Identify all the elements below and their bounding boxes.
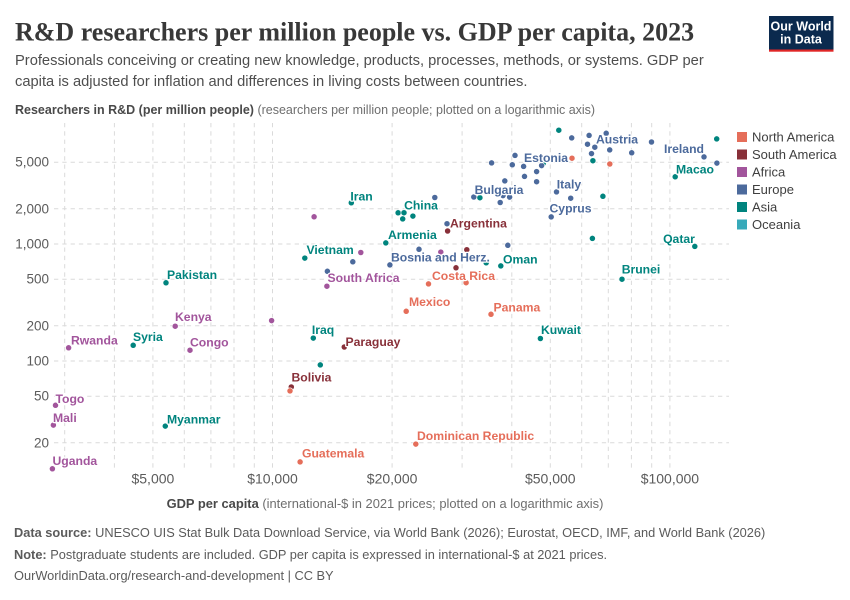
svg-text:Brunei: Brunei	[622, 262, 661, 276]
svg-text:Costa Rica: Costa Rica	[432, 269, 495, 283]
svg-text:Panama: Panama	[494, 300, 541, 314]
svg-text:Armenia: Armenia	[388, 228, 437, 242]
svg-text:Professionals conceiving or cr: Professionals conceiving or creating new…	[15, 53, 704, 69]
svg-text:$10,000: $10,000	[247, 471, 298, 487]
svg-text:$5,000: $5,000	[131, 471, 174, 487]
svg-text:North America: North America	[752, 130, 835, 145]
svg-text:China: China	[404, 198, 438, 212]
svg-text:GDP per capita (international-: GDP per capita (international-$ in 2021 …	[167, 496, 604, 511]
svg-text:Oceania: Oceania	[752, 217, 801, 232]
svg-text:Argentina: Argentina	[450, 216, 507, 230]
svg-text:Rwanda: Rwanda	[71, 333, 118, 347]
svg-text:Bolivia: Bolivia	[292, 370, 332, 384]
svg-text:Note: Postgraduate students ar: Note: Postgraduate students are included…	[14, 547, 607, 562]
svg-text:capita is adjusted for inflati: capita is adjusted for inflation and dif…	[15, 74, 527, 90]
svg-text:Togo: Togo	[56, 392, 85, 406]
svg-text:100: 100	[26, 354, 49, 369]
svg-text:Estonia: Estonia	[524, 151, 568, 165]
svg-text:Pakistan: Pakistan	[167, 268, 217, 282]
svg-text:Kenya: Kenya	[175, 310, 212, 324]
svg-text:1,000: 1,000	[15, 237, 49, 252]
svg-text:20: 20	[34, 435, 49, 450]
svg-text:Mali: Mali	[53, 411, 77, 425]
svg-text:Asia: Asia	[752, 200, 778, 215]
svg-text:Bosnia and Herz.: Bosnia and Herz.	[391, 250, 490, 264]
svg-text:Oman: Oman	[503, 252, 538, 266]
svg-text:2,000: 2,000	[15, 201, 49, 216]
svg-text:Ireland: Ireland	[664, 142, 704, 156]
svg-text:Guatemala: Guatemala	[302, 446, 365, 460]
svg-text:Europe: Europe	[752, 182, 794, 197]
svg-text:South Africa: South Africa	[328, 271, 400, 285]
svg-text:Dominican Republic: Dominican Republic	[417, 429, 534, 443]
svg-text:R&D researchers per million pe: R&D researchers per million people vs. G…	[15, 18, 694, 47]
svg-text:OurWorldinData.org/research-an: OurWorldinData.org/research-and-developm…	[14, 568, 334, 583]
svg-text:Paraguay: Paraguay	[346, 335, 401, 349]
svg-text:Syria: Syria	[133, 330, 163, 344]
svg-text:in Data: in Data	[780, 33, 823, 47]
svg-text:Iran: Iran	[350, 189, 372, 203]
svg-text:Myanmar: Myanmar	[167, 412, 221, 426]
svg-text:Kuwait: Kuwait	[541, 323, 581, 337]
svg-text:Cyprus: Cyprus	[550, 201, 592, 215]
svg-text:$100,000: $100,000	[641, 471, 700, 487]
svg-text:$50,000: $50,000	[525, 471, 576, 487]
svg-text:$20,000: $20,000	[367, 471, 418, 487]
svg-text:Mexico: Mexico	[409, 295, 450, 309]
svg-text:5,000: 5,000	[15, 155, 49, 170]
svg-text:Vietnam: Vietnam	[307, 243, 354, 257]
svg-text:Our World: Our World	[771, 20, 832, 34]
svg-text:Africa: Africa	[752, 165, 786, 180]
svg-text:500: 500	[26, 272, 49, 287]
svg-text:Austria: Austria	[596, 132, 638, 146]
svg-text:Uganda: Uganda	[53, 454, 98, 468]
svg-text:Researchers in R&D (per millio: Researchers in R&D (per million people) …	[15, 103, 595, 117]
svg-text:Bulgaria: Bulgaria	[475, 183, 524, 197]
svg-text:50: 50	[34, 389, 49, 404]
svg-text:Macao: Macao	[676, 162, 714, 176]
svg-text:Congo: Congo	[190, 335, 229, 349]
svg-text:South America: South America	[752, 147, 837, 162]
svg-text:Iraq: Iraq	[312, 323, 334, 337]
svg-text:Italy: Italy	[557, 177, 582, 191]
svg-text:Data source: UNESCO UIS Stat B: Data source: UNESCO UIS Stat Bulk Data D…	[14, 525, 765, 540]
svg-text:Qatar: Qatar	[663, 232, 695, 246]
svg-text:200: 200	[26, 318, 49, 333]
